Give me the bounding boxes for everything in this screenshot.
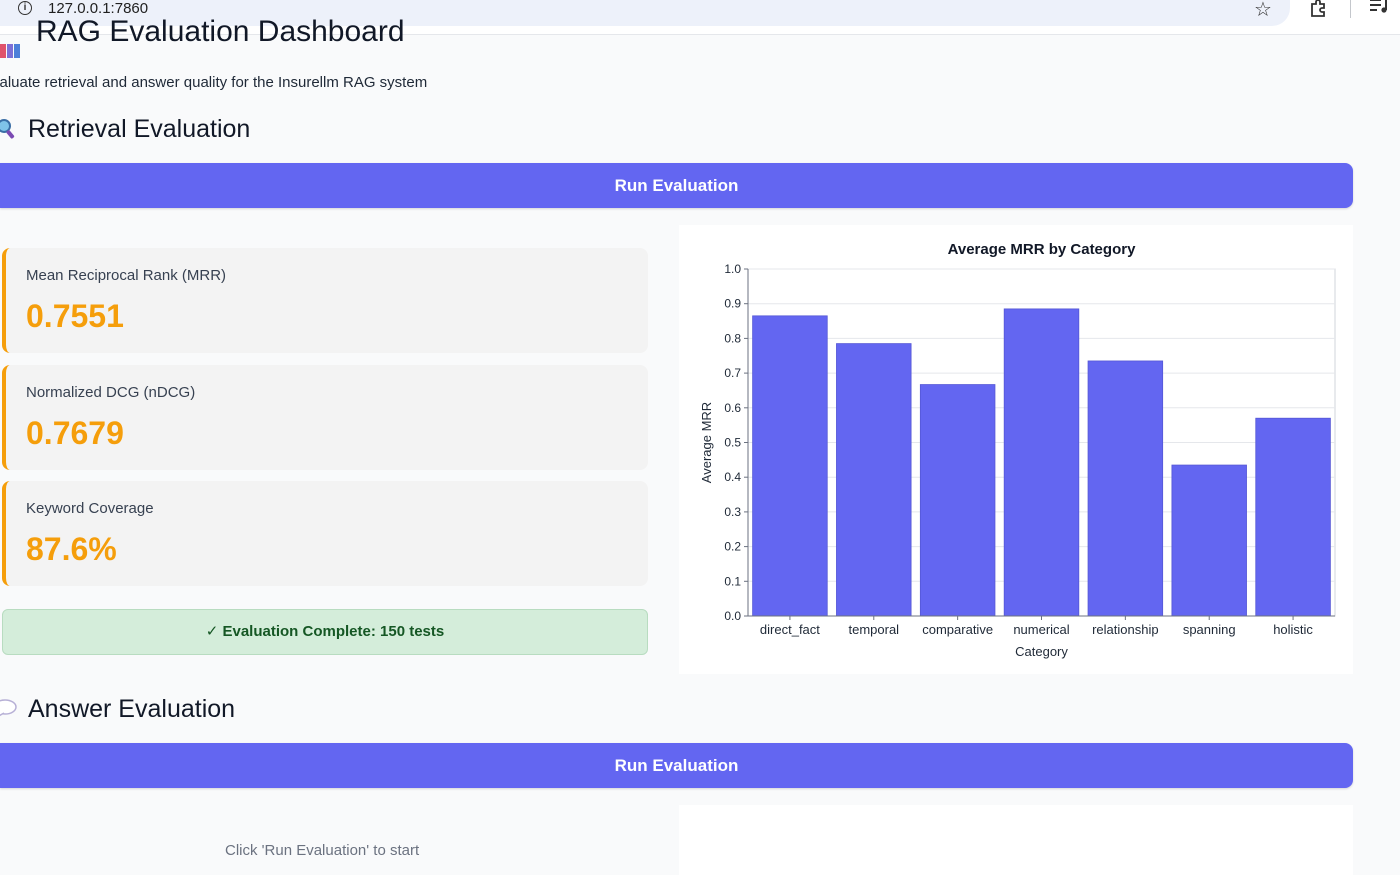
- page-title-text: RAG Evaluation Dashboard: [36, 15, 405, 48]
- bar-comparative: [919, 384, 996, 617]
- metric-label: Keyword Coverage: [26, 500, 154, 517]
- y-tick-label: 0.6: [724, 401, 741, 415]
- y-tick-label: 0.8: [724, 331, 741, 345]
- chart-title: Average MRR by Category: [948, 241, 1136, 258]
- x-tick-label: relationship: [1092, 622, 1159, 637]
- y-tick-label: 0.3: [724, 505, 741, 519]
- y-tick-label: 0.5: [724, 436, 741, 450]
- y-tick-label: 0.7: [724, 366, 741, 380]
- y-tick-label: 0.0: [724, 609, 741, 623]
- y-tick-label: 0.9: [724, 297, 741, 311]
- toolbar-separator: [1350, 0, 1351, 18]
- bar-relationship: [1087, 360, 1164, 617]
- x-axis-label: Category: [1015, 644, 1068, 659]
- metric-card-ndcg: Normalized DCG (nDCG) 0.7679: [2, 365, 648, 470]
- site-info-icon[interactable]: i: [18, 1, 32, 15]
- answer-heading-text: Answer Evaluation: [28, 695, 236, 723]
- x-tick-label: temporal: [848, 622, 899, 637]
- bookmark-star-icon[interactable]: ☆: [1254, 0, 1272, 21]
- address-bar[interactable]: i 127.0.0.1:7860 ☆: [0, 0, 1290, 26]
- bar-numerical: [1003, 308, 1080, 617]
- page-title: RAG Evaluation Dashboard: [0, 15, 405, 59]
- y-tick-label: 0.2: [724, 540, 741, 554]
- x-tick-label: spanning: [1183, 622, 1236, 637]
- bar-direct_fact: [752, 315, 828, 617]
- y-tick-label: 0.4: [724, 470, 741, 484]
- mrr-bar-chart: 0.0 0.1 0.2 0.3 0.4 0.5 0.6 0.7 0.8 0.9 1.0 direct_…: [699, 241, 1336, 659]
- x-tick-label: holistic: [1273, 622, 1313, 637]
- evaluation-status-message: ✓ Evaluation Complete: 150 tests: [2, 609, 648, 655]
- y-tick-label: 0.1: [724, 574, 741, 588]
- x-tick-label: direct_fact: [760, 622, 820, 637]
- metric-value: 87.6%: [26, 531, 117, 567]
- answer-heading: Answer Evaluation: [0, 695, 235, 724]
- bar-holistic: [1255, 417, 1331, 617]
- magnifier-emoji-icon: [0, 119, 15, 139]
- metric-value: 0.7551: [26, 298, 124, 334]
- retrieval-run-evaluation-button[interactable]: Run Evaluation: [0, 163, 1353, 208]
- speech-balloon-emoji-icon: [0, 699, 17, 717]
- answer-placeholder-text: Click 'Run Evaluation' to start: [225, 842, 420, 859]
- mrr-chart-panel: 0.0 0.1 0.2 0.3 0.4 0.5 0.6 0.7 0.8 0.9 1.0 direct_…: [679, 225, 1353, 674]
- answer-chart-panel: [679, 805, 1353, 875]
- x-tick-label: numerical: [1013, 622, 1069, 637]
- url-text[interactable]: 127.0.0.1:7860: [48, 0, 149, 17]
- answer-run-evaluation-button[interactable]: Run Evaluation: [0, 743, 1353, 788]
- y-tick-label: 1.0: [724, 262, 741, 276]
- bar-temporal: [836, 343, 912, 617]
- browser-toolbar: i 127.0.0.1:7860 ☆: [0, 0, 1400, 35]
- metric-card-mrr: Mean Reciprocal Rank (MRR) 0.7551: [2, 248, 648, 353]
- y-axis-label: Average MRR: [699, 402, 714, 483]
- retrieval-heading-text: Retrieval Evaluation: [28, 115, 251, 143]
- bar-spanning: [1171, 464, 1247, 617]
- page-subtitle: valuate retrieval and answer quality for…: [0, 74, 428, 91]
- bar-chart-emoji-icon: [0, 32, 22, 59]
- metric-card-keyword-coverage: Keyword Coverage 87.6%: [2, 481, 648, 586]
- retrieval-heading: Retrieval Evaluation: [0, 115, 250, 144]
- x-tick-label: comparative: [922, 622, 993, 637]
- metric-label: Mean Reciprocal Rank (MRR): [26, 267, 227, 284]
- extensions-icon[interactable]: [1309, 0, 1329, 18]
- metric-value: 0.7679: [26, 415, 124, 451]
- media-playlist-icon[interactable]: [1370, 0, 1390, 16]
- metric-label: Normalized DCG (nDCG): [26, 384, 196, 401]
